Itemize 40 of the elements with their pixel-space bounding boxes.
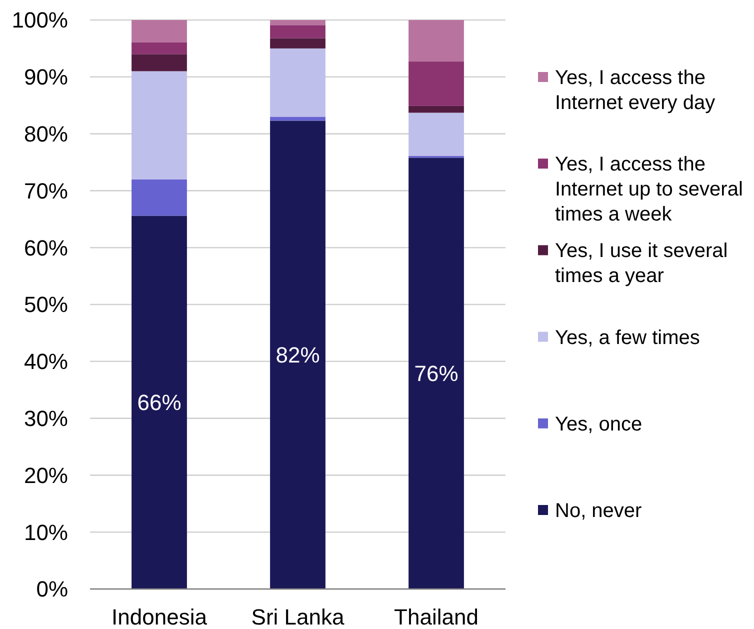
y-tick-label: 50% [24, 292, 68, 318]
bar [408, 112, 464, 156]
bar [408, 158, 464, 589]
legend-label: Yes, I access the Internet every day [555, 67, 716, 114]
y-tick-label: 90% [24, 64, 68, 90]
bar [132, 179, 187, 216]
data-label: 66% [137, 390, 182, 416]
y-tick-label: 20% [24, 462, 68, 488]
legend-label: Yes, once [555, 413, 642, 436]
x-tick-label: Thailand [394, 604, 478, 629]
y-tick-label: 40% [24, 349, 68, 374]
x-tick-label: Sri Lanka [251, 604, 345, 629]
bar [132, 54, 187, 72]
y-tick-label: 80% [24, 122, 68, 146]
bar [270, 20, 326, 26]
legend-label: Yes, I access the Internet up to several times a week [555, 154, 743, 226]
y-tick-label: 30% [24, 406, 68, 431]
legend-label: Yes, I use it several times a year [555, 240, 728, 288]
bar [132, 216, 187, 589]
bar [270, 48, 326, 117]
bar [132, 71, 187, 180]
bar [270, 25, 326, 38]
y-tick-label: 10% [24, 520, 68, 545]
x-tick-label: Indonesia [112, 604, 208, 629]
y-tick-label: 0% [36, 576, 68, 602]
y-tick-label: 70% [24, 178, 68, 204]
data-label: 76% [414, 361, 458, 386]
bar [270, 120, 326, 589]
legend-label: Yes, a few times [555, 326, 700, 349]
bar [270, 116, 326, 121]
bar [132, 42, 187, 54]
bar [408, 106, 464, 113]
bar [408, 20, 464, 62]
bar [408, 62, 464, 106]
legend-label: No, never [555, 500, 642, 522]
y-tick-label: 60% [24, 235, 68, 260]
bar [270, 38, 326, 48]
bar [132, 20, 187, 42]
data-label: 82% [276, 342, 320, 368]
y-tick-label: 100% [12, 8, 68, 33]
